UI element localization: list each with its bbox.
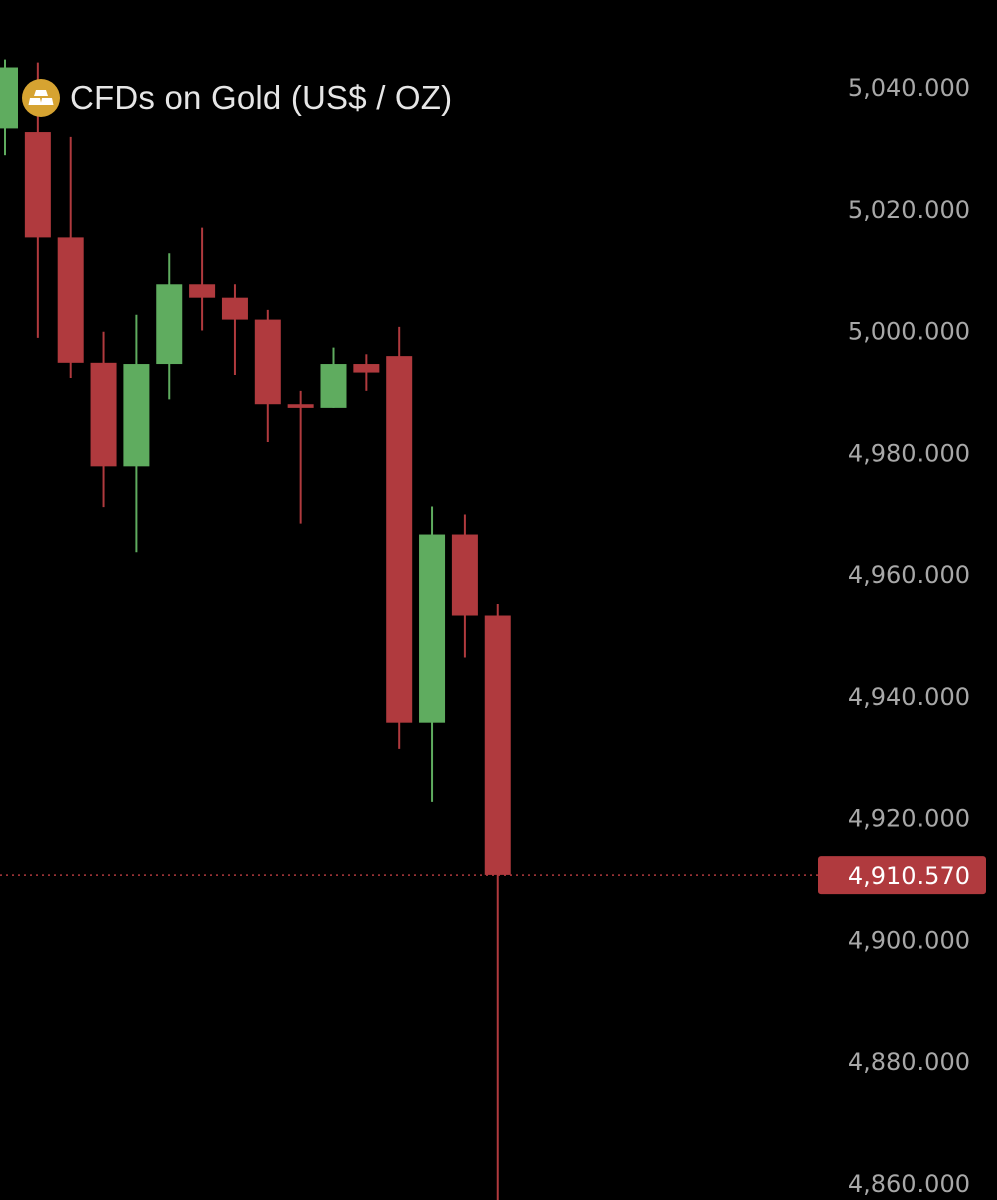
candle-body	[353, 364, 380, 373]
y-tick-label: 5,020.000	[848, 196, 970, 224]
candle[interactable]	[221, 284, 248, 376]
y-tick-label: 5,040.000	[848, 74, 970, 102]
candle[interactable]	[0, 59, 18, 156]
candle[interactable]	[353, 354, 380, 391]
y-tick-label: 4,940.000	[848, 683, 970, 711]
candle[interactable]	[24, 62, 51, 338]
y-tick-label: 4,980.000	[848, 439, 970, 467]
candle[interactable]	[386, 326, 413, 749]
chart-title-bar: CFDs on Gold (US$ / OZ)	[22, 78, 452, 118]
candle-body	[386, 356, 413, 723]
y-tick-label: 4,960.000	[848, 561, 970, 589]
chart-title: CFDs on Gold (US$ / OZ)	[70, 79, 453, 116]
y-tick-label: 4,900.000	[848, 926, 970, 954]
candle[interactable]	[287, 390, 314, 524]
candle[interactable]	[57, 136, 84, 379]
candle-body	[287, 404, 314, 408]
candle-body	[57, 237, 84, 363]
candle-body	[156, 284, 183, 365]
candle[interactable]	[320, 347, 347, 408]
candle[interactable]	[189, 227, 216, 331]
candle[interactable]	[419, 506, 446, 802]
y-tick-label: 4,860.000	[848, 1170, 970, 1198]
gold-bars-glyph	[28, 90, 54, 105]
current-price-tag-bg	[818, 856, 986, 895]
price-axis: 5,040.000 5,020.000 5,000.000 4,980.000 4,96…	[848, 74, 970, 1198]
candle-body	[0, 67, 18, 129]
y-tick-label: 4,880.000	[848, 1048, 970, 1076]
current-price-label: 4,910.570	[848, 862, 970, 890]
y-tick-label: 5,000.000	[848, 318, 970, 346]
candle-body	[320, 364, 347, 408]
candle-body	[451, 534, 478, 616]
candle[interactable]	[484, 603, 511, 1200]
candle[interactable]	[123, 314, 150, 553]
candle-body	[484, 615, 511, 875]
candle-body	[419, 534, 446, 723]
candle[interactable]	[90, 331, 117, 508]
candles-layer	[0, 59, 511, 1200]
candle-body	[189, 284, 216, 298]
candle[interactable]	[156, 253, 183, 400]
y-tick-label: 4,920.000	[848, 805, 970, 833]
candle-body	[254, 319, 281, 405]
candle-body	[90, 362, 117, 467]
candle-body	[221, 297, 248, 320]
gold-bars-icon	[22, 79, 60, 117]
candle[interactable]	[254, 309, 281, 442]
current-price-tag: 4,910.570	[818, 856, 986, 895]
candle[interactable]	[451, 514, 478, 658]
candle-body	[123, 364, 150, 467]
candle-body	[24, 132, 51, 238]
